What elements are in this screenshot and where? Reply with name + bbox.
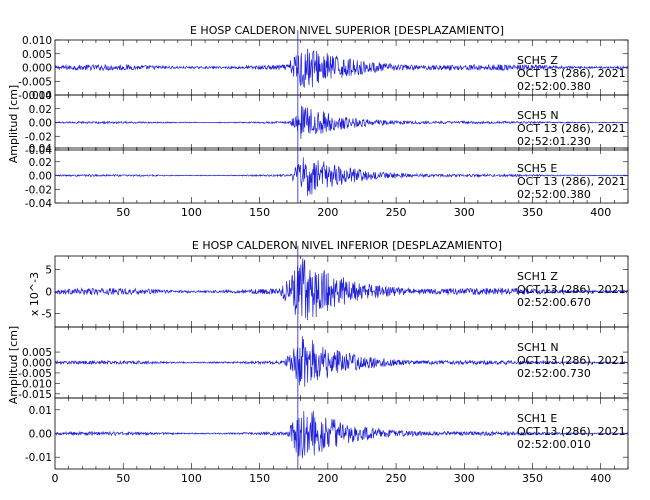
y-tick-label: 0.00 xyxy=(29,118,52,130)
date-label: OCT 13 (286), 2021 xyxy=(517,283,626,296)
x-tick-label: 50 xyxy=(116,472,130,485)
x-tick-label: 200 xyxy=(317,206,338,219)
date-label: OCT 13 (286), 2021 xyxy=(517,425,626,438)
date-label: OCT 13 (286), 2021 xyxy=(517,122,626,135)
y-tick-label: 0.000 xyxy=(22,358,52,370)
y-tick-label: 0.005 xyxy=(22,49,52,61)
y-tick-label: -0.005 xyxy=(18,368,52,380)
y-tick-label: 0.01 xyxy=(29,405,52,417)
y-tick-label: -0.010 xyxy=(18,378,52,390)
station-label: SCH1 Z xyxy=(517,270,558,283)
y-tick-label: -0.04 xyxy=(25,145,52,157)
x-tick-label: 100 xyxy=(181,206,202,219)
y-tick-label: -0.01 xyxy=(25,452,52,464)
trace-line xyxy=(54,258,628,321)
y-tick-label: -0.04 xyxy=(25,198,52,210)
x-tick-label: 0 xyxy=(52,472,59,485)
x-tick-label: 100 xyxy=(181,472,202,485)
y-tick-label: 0.02 xyxy=(29,104,52,116)
y-tick-label: 5 xyxy=(45,264,52,276)
y-tick-label: -5 xyxy=(42,309,52,321)
y-axis-scale-label: x 10^-3 xyxy=(28,272,41,316)
y-tick-label: 0.00 xyxy=(29,429,52,441)
x-tick-label: 400 xyxy=(590,206,611,219)
y-tick-label: 0.010 xyxy=(22,35,52,47)
station-label: SCH5 N xyxy=(517,109,559,122)
x-tick-label: 300 xyxy=(454,472,475,485)
y-tick-label: -0.015 xyxy=(18,389,52,401)
station-label: SCH5 Z xyxy=(517,54,558,67)
y-tick-label: 0.04 xyxy=(29,90,53,102)
trace-line xyxy=(54,410,628,459)
date-label: OCT 13 (286), 2021 xyxy=(517,175,626,188)
trace-line xyxy=(54,336,628,387)
x-tick-label: 200 xyxy=(317,472,338,485)
y-tick-label: -0.010 xyxy=(18,90,52,102)
y-tick-label: 0.04 xyxy=(29,143,53,155)
x-tick-label: 400 xyxy=(590,472,611,485)
chart-title-bottom: E HOSP CALDERON NIVEL INFERIOR [DESPLAZA… xyxy=(192,239,502,252)
time-label: 02:52:00.010 xyxy=(517,438,591,451)
y-axis-label-top: Amplitud [cm] xyxy=(7,85,20,163)
trace-line xyxy=(54,48,628,88)
trace-line xyxy=(54,157,628,196)
time-label: 02:52:01.230 xyxy=(517,135,591,148)
time-label: 02:52:00.730 xyxy=(517,367,591,380)
date-label: OCT 13 (286), 2021 xyxy=(517,354,626,367)
time-label: 02:52:00.380 xyxy=(517,80,591,93)
time-label: 02:52:00.670 xyxy=(517,296,591,309)
chart-title-top: E HOSP CALDERON NIVEL SUPERIOR [DESPLAZA… xyxy=(190,24,504,37)
station-label: SCH5 E xyxy=(517,162,557,175)
x-tick-label: 50 xyxy=(116,206,130,219)
y-tick-label: 0.000 xyxy=(22,63,52,75)
y-tick-label: 0.00 xyxy=(29,171,52,183)
time-label: 02:52:00.380 xyxy=(517,188,591,201)
station-label: SCH1 E xyxy=(517,412,557,425)
station-label: SCH1 N xyxy=(517,341,559,354)
date-label: OCT 13 (286), 2021 xyxy=(517,67,626,80)
y-tick-label: 0.005 xyxy=(22,347,52,359)
x-tick-label: 350 xyxy=(522,206,543,219)
x-tick-label: 350 xyxy=(522,472,543,485)
x-tick-label: 250 xyxy=(386,472,407,485)
y-tick-label: -0.02 xyxy=(25,131,52,143)
y-tick-label: 0.02 xyxy=(29,157,52,169)
y-axis-label-bottom: Amplitud [cm] xyxy=(7,326,20,404)
y-tick-label: -0.02 xyxy=(25,184,52,196)
y-tick-label: 0 xyxy=(45,287,52,299)
x-tick-label: 150 xyxy=(249,472,270,485)
x-tick-label: 300 xyxy=(454,206,475,219)
trace-line xyxy=(54,105,628,139)
x-tick-label: 250 xyxy=(386,206,407,219)
y-tick-label: -0.005 xyxy=(18,76,52,88)
x-tick-label: 150 xyxy=(249,206,270,219)
